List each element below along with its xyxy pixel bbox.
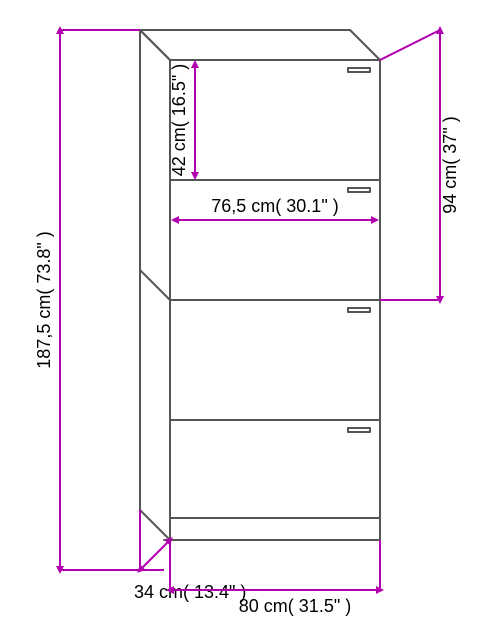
dim-height-upper: 94 cm( 37" ) — [440, 116, 460, 213]
dimension-diagram: 187,5 cm( 73.8" ) 94 cm( 37" ) 42 cm( 16.5… — [0, 0, 500, 641]
dim-height-total: 187,5 cm( 73.8" ) — [34, 231, 54, 368]
dim-width: 80 cm( 31.5" ) — [239, 596, 351, 616]
dim-inner-width: 76,5 cm( 30.1" ) — [211, 196, 338, 216]
dim-drawer-height: 42 cm( 16.5" ) — [169, 64, 189, 176]
dim-depth: 34 cm( 13.4" ) — [134, 582, 246, 602]
